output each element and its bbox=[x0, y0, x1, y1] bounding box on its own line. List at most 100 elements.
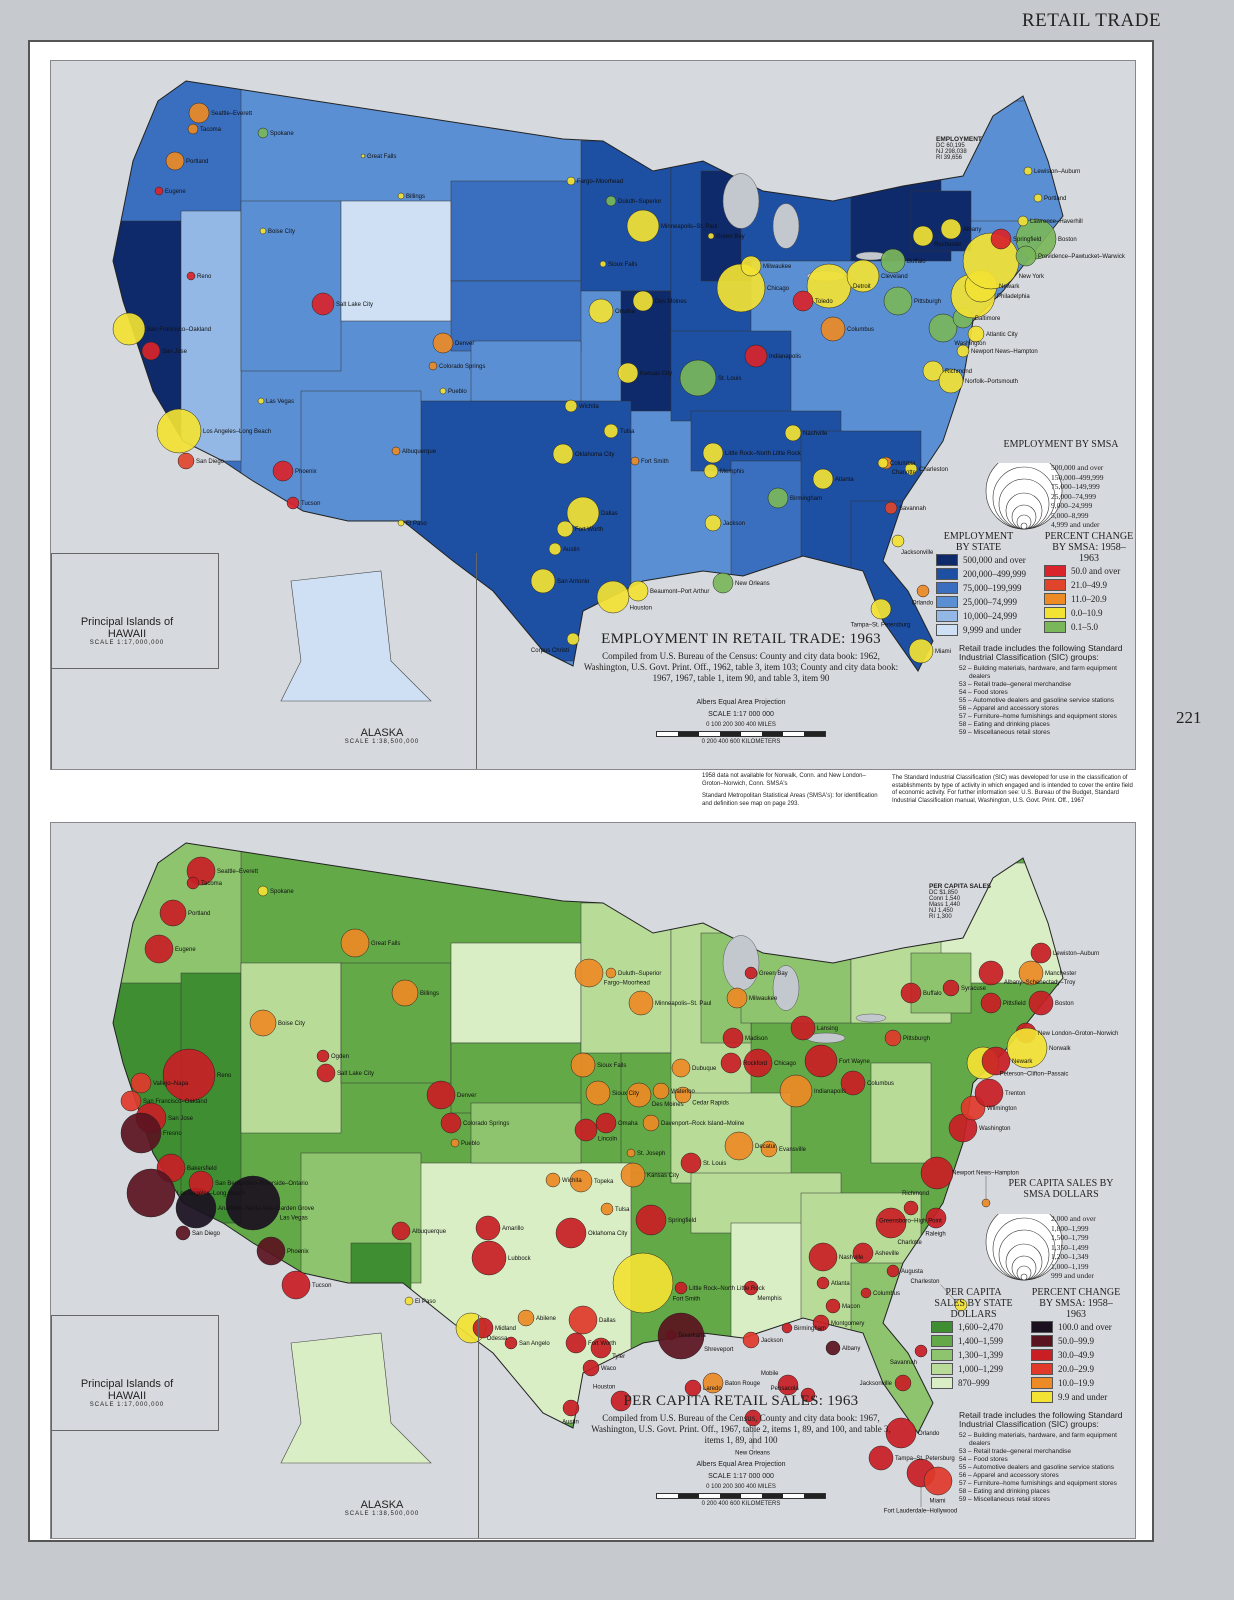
sic-item: 55 – Automotive dealers and gasoline ser… bbox=[959, 697, 1115, 704]
smsa-bubble bbox=[188, 1170, 214, 1196]
alaska-label: ALASKA SCALE 1:38,500,000 bbox=[344, 1499, 420, 1517]
city-label: San Francisco–Oakland bbox=[143, 1099, 207, 1105]
smsa-bubble bbox=[186, 876, 200, 890]
city-label: New London–Groton–Norwich bbox=[1038, 1031, 1118, 1037]
city-label: Memphis bbox=[720, 469, 744, 475]
city-label: Charlotte bbox=[892, 470, 917, 476]
smsa-bubble bbox=[397, 192, 405, 200]
leader-layer bbox=[752, 1176, 987, 1507]
smsa-bubble bbox=[712, 572, 734, 594]
smsa-bubble bbox=[141, 341, 161, 361]
city-label: Reno bbox=[217, 1073, 232, 1079]
city-label: Tucson bbox=[301, 501, 320, 507]
city-label: Dallas bbox=[601, 511, 618, 517]
city-label: Bakersfield bbox=[187, 1166, 217, 1172]
legend-swatch bbox=[1031, 1321, 1053, 1333]
city-label: Las Vegas bbox=[266, 399, 294, 405]
city-label: Colorado Springs bbox=[463, 1121, 509, 1127]
city-label: Pensacola bbox=[771, 1386, 800, 1392]
city-label: Birmingham bbox=[794, 1326, 826, 1332]
smsa-bubble bbox=[707, 232, 715, 240]
footnote-norwalk: 1958 data not available for Norwalk, Con… bbox=[702, 773, 866, 787]
smsa-bubble bbox=[569, 1169, 593, 1193]
smsa-bubble bbox=[703, 463, 719, 479]
city-label: Texarkana bbox=[678, 1333, 706, 1339]
hawaii-inset: Principal Islands of HAWAII SCALE 1:17,00… bbox=[51, 1315, 219, 1431]
city-label: Charlotte bbox=[898, 1240, 923, 1246]
city-label: Waco bbox=[601, 1366, 617, 1372]
smsa-bubble bbox=[800, 1387, 816, 1403]
smsa-bubble bbox=[574, 1118, 598, 1142]
legend-row: 30.0–49.9 bbox=[1031, 1348, 1121, 1362]
scale-label: SCALE 1:17 000 000 bbox=[708, 1473, 774, 1480]
state-region bbox=[470, 1102, 582, 1164]
city-label: El Paso bbox=[406, 521, 427, 527]
smsa-bubble bbox=[925, 1207, 947, 1229]
city-label: Greensboro–High Point bbox=[879, 1219, 942, 1225]
city-label: Wichita bbox=[579, 404, 599, 410]
city-label: Omaha bbox=[618, 1121, 638, 1127]
legend-row: 1,300–1,399 bbox=[931, 1348, 1016, 1362]
smsa-bubble bbox=[450, 1138, 460, 1148]
city-label: Providence–Pawtucket–Warwick bbox=[1038, 254, 1126, 260]
circle-class-label: 1,000–1,199 bbox=[1051, 1261, 1089, 1271]
legend-swatch bbox=[1044, 593, 1066, 605]
city-label: Tyler bbox=[612, 1354, 625, 1360]
legend-label: 50.0 and over bbox=[1071, 566, 1121, 576]
smsa-bubble bbox=[885, 1417, 917, 1449]
city-label: Detroit bbox=[853, 284, 871, 290]
city-label: Duluth–Superior bbox=[618, 199, 661, 205]
legend-swatch bbox=[931, 1321, 953, 1333]
city-label: Lincoln bbox=[598, 1136, 617, 1142]
smsa-bubble bbox=[360, 153, 366, 159]
smsa-bubble bbox=[144, 934, 174, 964]
city-label: Kansas City bbox=[647, 1173, 679, 1179]
state-region bbox=[450, 280, 582, 352]
city-label: Macon bbox=[842, 1304, 860, 1310]
city-label: Spokane bbox=[270, 889, 294, 895]
smsa-bubble bbox=[404, 1296, 414, 1306]
legend-label: 50.0–99.9 bbox=[1058, 1336, 1094, 1346]
smsa-bubble bbox=[744, 344, 768, 368]
city-label: Indianapolis bbox=[814, 1089, 846, 1095]
smsa-bubble bbox=[391, 1221, 411, 1241]
smsa-bubble bbox=[600, 1202, 614, 1216]
smsa-bubble bbox=[825, 1340, 841, 1356]
smsa-bubble bbox=[1015, 245, 1037, 267]
city-label: Ogden bbox=[331, 1054, 349, 1060]
legend-label: 500,000 and over bbox=[963, 555, 1026, 565]
city-label: Lansing bbox=[817, 1026, 838, 1032]
smsa-bubble bbox=[552, 443, 574, 465]
city-label: Portland bbox=[188, 911, 210, 917]
city-label: Savannah bbox=[890, 1360, 917, 1366]
city-label: Columbus bbox=[867, 1081, 894, 1087]
sic-item: 58 – Eating and drinking places bbox=[959, 721, 1050, 728]
smsa-bubble bbox=[657, 1312, 705, 1360]
state-region bbox=[870, 1062, 932, 1164]
legend-row: 25,000–74,999 bbox=[936, 595, 1026, 609]
sic-item: 53 – Retail trade–general merchandise bbox=[959, 1448, 1072, 1455]
scale-bar bbox=[656, 1493, 826, 1499]
smsa-bubble bbox=[504, 1336, 518, 1350]
city-label: Baton Rouge bbox=[725, 1381, 761, 1387]
smsa-bubble bbox=[812, 1314, 830, 1332]
smsa-bubble bbox=[792, 290, 814, 312]
legend-swatch bbox=[936, 610, 958, 622]
city-label: Denver bbox=[457, 1093, 476, 1099]
state-region bbox=[670, 330, 792, 422]
city-label: Atlantic City bbox=[986, 332, 1018, 338]
smsa-bubble bbox=[967, 325, 985, 343]
city-label: Raleigh bbox=[925, 1232, 945, 1238]
city-label: Phoenix bbox=[287, 1249, 309, 1255]
legend-label: 10.0–19.9 bbox=[1058, 1378, 1094, 1388]
smsa-bubble bbox=[684, 1379, 702, 1397]
smsa-bubble bbox=[990, 228, 1012, 250]
legend-row: 1,400–1,599 bbox=[931, 1334, 1016, 1348]
smsa-bubble bbox=[877, 457, 889, 469]
city-label: Albany–Schenectady–Troy bbox=[1004, 980, 1076, 986]
smsa-bubble bbox=[726, 987, 748, 1009]
city-label: St. Louis bbox=[718, 376, 741, 382]
smsa-bubble bbox=[744, 966, 758, 980]
smsa-bubble bbox=[259, 227, 267, 235]
sic-item: 57 – Furniture–home furnishings and equi… bbox=[959, 713, 1117, 720]
